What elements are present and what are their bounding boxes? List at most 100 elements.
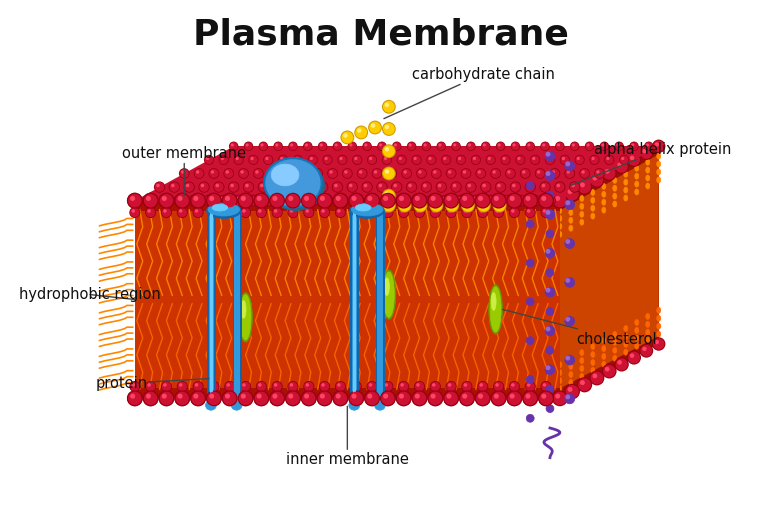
Ellipse shape bbox=[580, 350, 584, 356]
Ellipse shape bbox=[564, 355, 574, 365]
Circle shape bbox=[196, 170, 199, 174]
Circle shape bbox=[189, 196, 199, 206]
Ellipse shape bbox=[591, 368, 594, 373]
Circle shape bbox=[161, 197, 164, 201]
Ellipse shape bbox=[580, 365, 584, 372]
Circle shape bbox=[511, 383, 515, 387]
Circle shape bbox=[602, 364, 617, 378]
Circle shape bbox=[162, 196, 167, 201]
Circle shape bbox=[367, 196, 372, 201]
Circle shape bbox=[619, 155, 629, 165]
Circle shape bbox=[339, 157, 343, 160]
Circle shape bbox=[492, 194, 505, 207]
Circle shape bbox=[383, 168, 395, 179]
Circle shape bbox=[177, 381, 188, 392]
Circle shape bbox=[253, 168, 263, 179]
Circle shape bbox=[443, 193, 459, 209]
Circle shape bbox=[336, 196, 341, 201]
Circle shape bbox=[353, 155, 362, 165]
Bar bbox=[353, 211, 357, 403]
Ellipse shape bbox=[546, 405, 554, 413]
Circle shape bbox=[547, 157, 550, 160]
Circle shape bbox=[319, 142, 326, 150]
Circle shape bbox=[497, 142, 505, 150]
Ellipse shape bbox=[565, 356, 571, 360]
Circle shape bbox=[443, 157, 446, 160]
Circle shape bbox=[170, 182, 179, 192]
Circle shape bbox=[568, 189, 572, 194]
Circle shape bbox=[431, 394, 435, 399]
Circle shape bbox=[268, 168, 279, 179]
Circle shape bbox=[480, 181, 492, 193]
Circle shape bbox=[260, 143, 263, 146]
Circle shape bbox=[555, 182, 564, 192]
Circle shape bbox=[393, 183, 397, 187]
Circle shape bbox=[226, 170, 229, 174]
Circle shape bbox=[541, 208, 551, 217]
Circle shape bbox=[385, 383, 388, 387]
Circle shape bbox=[508, 194, 521, 207]
Circle shape bbox=[385, 201, 389, 206]
Ellipse shape bbox=[207, 203, 241, 218]
Circle shape bbox=[304, 394, 309, 399]
Circle shape bbox=[194, 196, 198, 201]
Circle shape bbox=[429, 157, 432, 160]
Circle shape bbox=[412, 392, 426, 405]
Circle shape bbox=[539, 194, 553, 207]
Circle shape bbox=[334, 194, 347, 207]
Ellipse shape bbox=[271, 164, 299, 186]
Circle shape bbox=[127, 193, 143, 209]
Ellipse shape bbox=[635, 173, 639, 179]
Ellipse shape bbox=[526, 298, 535, 306]
Bar bbox=[210, 211, 213, 398]
Circle shape bbox=[431, 382, 440, 391]
Circle shape bbox=[272, 207, 283, 218]
Circle shape bbox=[438, 183, 442, 187]
Ellipse shape bbox=[546, 230, 554, 238]
Circle shape bbox=[364, 193, 380, 209]
Circle shape bbox=[259, 141, 268, 151]
Circle shape bbox=[377, 182, 387, 192]
Ellipse shape bbox=[657, 169, 660, 175]
Circle shape bbox=[552, 193, 568, 209]
Circle shape bbox=[353, 209, 356, 213]
Ellipse shape bbox=[624, 325, 627, 332]
Ellipse shape bbox=[545, 287, 555, 297]
Circle shape bbox=[368, 121, 382, 135]
Circle shape bbox=[525, 196, 531, 201]
Circle shape bbox=[286, 194, 300, 207]
Circle shape bbox=[285, 193, 301, 209]
Circle shape bbox=[304, 142, 312, 150]
Circle shape bbox=[144, 196, 154, 206]
Circle shape bbox=[209, 208, 219, 217]
Circle shape bbox=[161, 207, 172, 218]
Circle shape bbox=[543, 209, 546, 213]
Circle shape bbox=[319, 381, 330, 392]
Circle shape bbox=[396, 196, 407, 206]
Circle shape bbox=[409, 143, 412, 146]
Ellipse shape bbox=[657, 323, 660, 329]
Circle shape bbox=[321, 209, 325, 213]
Circle shape bbox=[462, 208, 472, 217]
Circle shape bbox=[399, 196, 404, 201]
Circle shape bbox=[235, 197, 239, 201]
Circle shape bbox=[399, 394, 404, 399]
Circle shape bbox=[383, 196, 388, 201]
Circle shape bbox=[292, 195, 304, 207]
Circle shape bbox=[541, 183, 545, 187]
Circle shape bbox=[285, 391, 301, 406]
Circle shape bbox=[279, 156, 287, 164]
Circle shape bbox=[628, 352, 640, 363]
Circle shape bbox=[483, 143, 486, 146]
Circle shape bbox=[239, 194, 252, 207]
Circle shape bbox=[461, 168, 472, 179]
Circle shape bbox=[399, 200, 411, 211]
Circle shape bbox=[205, 156, 214, 164]
Circle shape bbox=[492, 194, 505, 207]
Circle shape bbox=[220, 197, 224, 201]
Circle shape bbox=[310, 197, 313, 201]
Circle shape bbox=[270, 193, 285, 209]
Circle shape bbox=[394, 143, 397, 146]
Circle shape bbox=[233, 196, 243, 206]
Circle shape bbox=[274, 209, 277, 213]
